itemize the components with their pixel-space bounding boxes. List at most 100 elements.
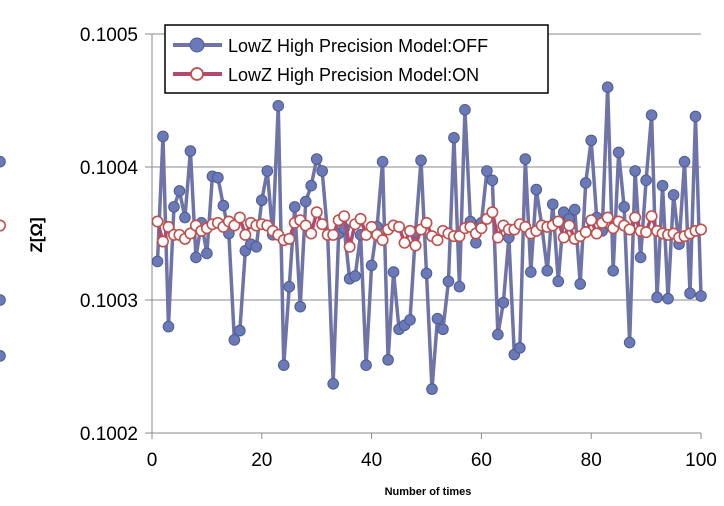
data-point bbox=[486, 206, 499, 219]
data-point bbox=[360, 359, 372, 371]
x-tick-label: 60 bbox=[471, 450, 492, 471]
x-tick-label: 20 bbox=[251, 450, 272, 471]
data-point bbox=[557, 231, 570, 244]
data-point bbox=[612, 146, 625, 159]
data-point bbox=[365, 259, 378, 272]
data-point bbox=[228, 219, 241, 232]
legend-marker-off bbox=[189, 37, 205, 53]
data-point bbox=[420, 267, 433, 280]
data-point bbox=[354, 212, 367, 225]
data-point bbox=[623, 223, 636, 236]
data-point bbox=[563, 219, 576, 232]
data-point bbox=[475, 222, 488, 235]
data-point bbox=[310, 206, 323, 219]
data-point bbox=[0, 219, 6, 232]
data-point bbox=[299, 219, 312, 232]
data-point bbox=[601, 211, 614, 224]
data-point bbox=[376, 155, 389, 168]
data-point bbox=[684, 287, 696, 300]
y-tick-label: 0.1003 bbox=[80, 291, 138, 312]
data-point bbox=[546, 198, 559, 211]
tick-labels: 0.1002 0.1003 0.1004 0.1005 0 20 40 60 80 100 bbox=[80, 25, 717, 471]
data-point bbox=[629, 211, 642, 224]
x-tick-label: 100 bbox=[685, 450, 717, 471]
data-point bbox=[645, 210, 658, 223]
data-point bbox=[327, 228, 340, 241]
data-point bbox=[365, 220, 378, 233]
data-point bbox=[305, 227, 318, 240]
data-point bbox=[492, 328, 504, 341]
data-point bbox=[585, 214, 598, 227]
data-point bbox=[541, 264, 554, 277]
data-point bbox=[694, 223, 707, 236]
data-point bbox=[0, 350, 6, 362]
data-point bbox=[409, 239, 422, 252]
axes bbox=[145, 33, 702, 439]
data-point bbox=[299, 195, 312, 208]
data-point bbox=[261, 165, 274, 177]
data-point bbox=[277, 359, 290, 371]
data-point bbox=[585, 134, 598, 147]
legend-entry-off: LowZ High Precision Model:OFF bbox=[173, 36, 488, 56]
data-point bbox=[574, 278, 587, 290]
data-point bbox=[486, 174, 499, 187]
data-point bbox=[151, 255, 164, 268]
data-point bbox=[656, 179, 669, 192]
data-point bbox=[234, 324, 246, 337]
data-point bbox=[431, 312, 444, 325]
data-point bbox=[453, 280, 466, 293]
data-point bbox=[601, 81, 614, 93]
data-point bbox=[678, 155, 691, 168]
legend-entry-on: LowZ High Precision Model:ON bbox=[173, 65, 479, 85]
data-point bbox=[481, 165, 493, 177]
data-point bbox=[162, 220, 175, 233]
data-point bbox=[530, 183, 543, 196]
x-tick-label: 80 bbox=[581, 450, 602, 471]
data-point bbox=[420, 216, 433, 229]
data-point bbox=[179, 211, 191, 224]
data-point bbox=[327, 377, 339, 390]
data-point bbox=[459, 104, 471, 116]
x-tick-label: 0 bbox=[147, 450, 158, 471]
data-point bbox=[448, 131, 460, 144]
data-point bbox=[283, 280, 296, 293]
data-point bbox=[233, 211, 246, 224]
data-point bbox=[623, 336, 636, 349]
data-point bbox=[404, 224, 417, 237]
data-point bbox=[579, 226, 592, 239]
data-point bbox=[157, 130, 169, 143]
data-point bbox=[250, 241, 263, 253]
data-point bbox=[201, 247, 213, 260]
data-point bbox=[442, 275, 455, 288]
data-point bbox=[376, 234, 389, 247]
data-point bbox=[343, 240, 356, 253]
data-point bbox=[398, 236, 411, 249]
data-point bbox=[256, 194, 268, 207]
data-point bbox=[514, 342, 526, 354]
data-point bbox=[525, 266, 537, 278]
legend-label-on: LowZ High Precision Model:ON bbox=[228, 65, 479, 85]
data-point bbox=[305, 179, 318, 192]
data-point bbox=[629, 165, 641, 177]
legend-label-off: LowZ High Precision Model:OFF bbox=[228, 36, 488, 56]
data-point bbox=[316, 218, 329, 231]
data-point bbox=[382, 354, 394, 366]
data-point bbox=[272, 100, 285, 112]
data-point bbox=[349, 270, 361, 282]
data-point bbox=[338, 210, 351, 223]
data-point bbox=[0, 294, 6, 306]
data-point bbox=[162, 320, 175, 333]
data-point bbox=[316, 165, 328, 177]
data-point bbox=[453, 230, 466, 243]
data-point bbox=[426, 383, 438, 395]
data-point bbox=[579, 177, 592, 189]
data-point bbox=[294, 300, 307, 313]
data-point bbox=[695, 290, 707, 302]
data-point bbox=[168, 201, 180, 213]
data-point bbox=[228, 334, 241, 346]
data-point bbox=[184, 227, 197, 240]
data-point bbox=[437, 323, 449, 336]
data-point bbox=[283, 232, 296, 245]
